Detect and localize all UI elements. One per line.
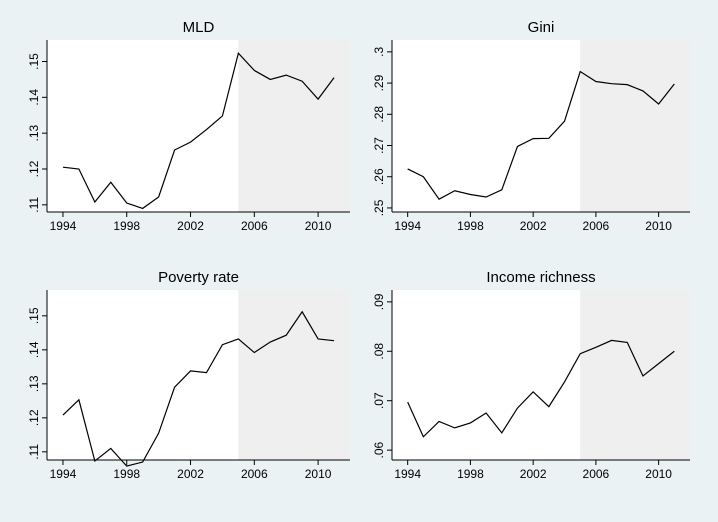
x-tick-label: 1998 [113,467,140,481]
x-tick-label: 1994 [394,219,421,233]
x-tick-label: 2002 [520,219,547,233]
chart-title: Gini [528,19,555,36]
y-tick-label: .11 [27,197,41,213]
x-tick-label: 2010 [645,467,672,481]
shaded-region [238,40,350,212]
y-tick-label: .13 [27,375,41,392]
x-tick-label: 2006 [583,467,610,481]
shaded-region [580,290,690,460]
y-tick-label: .3 [372,47,386,57]
x-tick-label: 1994 [50,467,77,481]
shaded-region [580,40,690,212]
y-tick-label: .09 [372,293,386,310]
x-tick-label: 2010 [645,219,672,233]
y-tick-label: .25 [372,199,386,216]
x-tick-label: 2002 [177,219,204,233]
x-tick-label: 1998 [457,219,484,233]
shaded-region [238,290,350,460]
x-tick-label: 1998 [457,467,484,481]
y-tick-label: .27 [372,137,386,154]
y-tick-label: .29 [372,74,386,91]
x-tick-label: 2010 [305,219,332,233]
x-tick-label: 2002 [520,467,547,481]
y-tick-label: .07 [372,392,386,409]
y-tick-label: .12 [27,409,41,426]
y-tick-label: .15 [27,53,41,70]
data-line [407,70,675,200]
y-tick-label: .15 [27,307,41,324]
chart-title: Poverty rate [158,269,239,286]
data-line [62,310,335,467]
chart-title: Income richness [486,269,595,286]
x-tick-label: 2002 [177,467,204,481]
y-tick-label: .08 [372,343,386,360]
y-tick-label: .12 [27,160,41,177]
x-tick-label: 2006 [583,219,610,233]
data-line [407,339,675,438]
data-line [62,52,335,210]
x-tick-label: 2006 [241,219,268,233]
x-tick-label: 1994 [394,467,421,481]
y-tick-label: .14 [27,341,41,358]
y-tick-label: .06 [372,441,386,458]
y-tick-label: .28 [372,106,386,123]
x-tick-label: 1998 [113,219,140,233]
y-tick-label: .13 [27,125,41,142]
x-tick-label: 1994 [50,219,77,233]
chart-title: MLD [183,19,215,36]
y-tick-label: .26 [372,168,386,185]
y-tick-label: .11 [27,444,41,460]
x-tick-label: 2010 [305,467,332,481]
y-tick-label: .14 [27,89,41,106]
x-tick-label: 2006 [241,467,268,481]
